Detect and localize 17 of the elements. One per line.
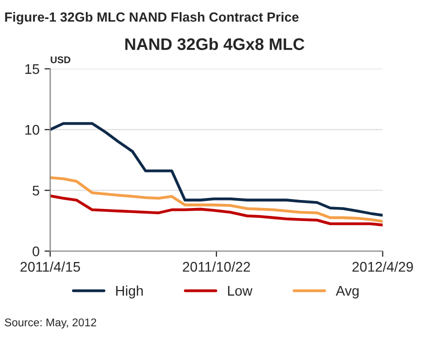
chart-subtitle: NAND 32Gb 4Gx8 MLC xyxy=(125,38,304,50)
legend-label: Avg xyxy=(336,286,359,298)
x-tick-label: 2012/4/29 xyxy=(352,262,413,272)
chart-title: Figure-1 32Gb MLC NAND Flash Contract Price xyxy=(5,12,299,24)
y-tick-label: 0 xyxy=(32,246,40,256)
y-tick-label: 10 xyxy=(25,124,40,135)
x-tick-label: 2011/4/15 xyxy=(20,262,80,272)
line-series xyxy=(50,176,383,223)
y-tick-label: 15 xyxy=(25,64,40,74)
line-series xyxy=(50,122,383,217)
y-tick-label: 5 xyxy=(32,186,40,196)
x-tick-label: 2011/10/22 xyxy=(182,262,250,272)
y-axis-title: USD xyxy=(50,56,70,64)
legend-label: High xyxy=(116,286,143,298)
source-note: Source: May, 2012 xyxy=(4,318,96,329)
line-series xyxy=(50,194,383,226)
legend-label: Low xyxy=(228,286,252,296)
